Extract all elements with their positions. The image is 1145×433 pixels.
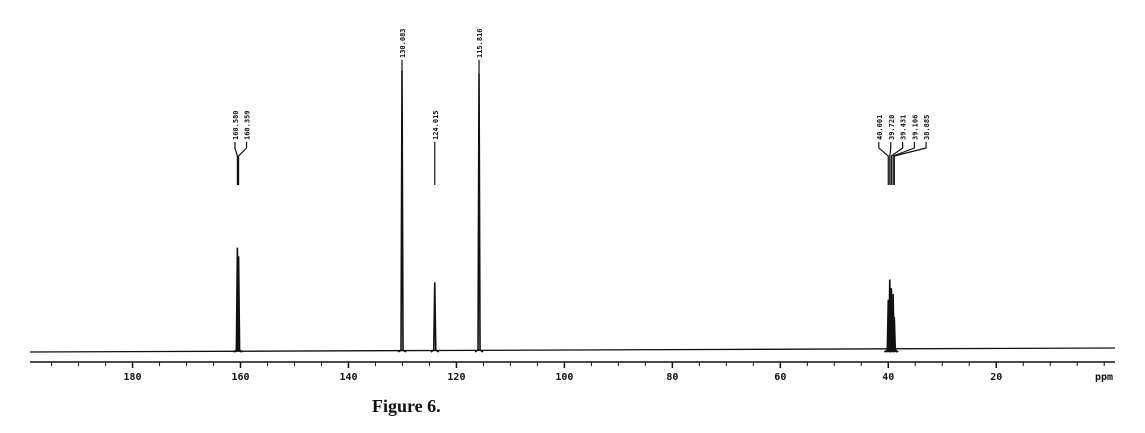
- peak-label: 39.106: [911, 115, 919, 140]
- peak-label: 160.359: [244, 110, 252, 140]
- peak-label: 40.001: [876, 115, 884, 140]
- peak-leader: [892, 142, 915, 185]
- x-tick-label: 140: [339, 372, 357, 383]
- peak-leader: [237, 142, 248, 185]
- x-tick-label: 100: [555, 372, 573, 383]
- peak-label: 39.431: [900, 115, 908, 140]
- x-tick-label: 80: [666, 372, 678, 383]
- caption: Figure 6.: [372, 396, 441, 416]
- peak: [397, 70, 407, 353]
- peak: [474, 73, 484, 353]
- peak-leader: [234, 142, 238, 185]
- peak-label: 160.580: [232, 110, 240, 140]
- peak-leader: [890, 142, 904, 185]
- peak-leader: [889, 142, 892, 185]
- peak-label: 38.885: [923, 115, 931, 140]
- x-tick-label: 180: [124, 372, 142, 383]
- x-axis-label: ppm: [1095, 372, 1113, 383]
- peak: [234, 256, 244, 353]
- baseline: [29, 347, 1116, 353]
- peak: [889, 317, 899, 353]
- peak: [430, 282, 440, 353]
- x-tick-label: 20: [990, 372, 1002, 383]
- x-tick-label: 60: [774, 372, 786, 383]
- peak-label: 130.083: [399, 28, 407, 58]
- peak-label: 39.720: [888, 115, 896, 140]
- x-tick-label: 120: [447, 372, 465, 383]
- x-tick-label: 40: [882, 372, 894, 383]
- peak-leader: [878, 142, 889, 185]
- peak-label: 115.816: [476, 28, 484, 58]
- x-tick-label: 160: [231, 372, 249, 383]
- peak-label: 124.015: [432, 110, 440, 140]
- peak-leader: [893, 142, 927, 185]
